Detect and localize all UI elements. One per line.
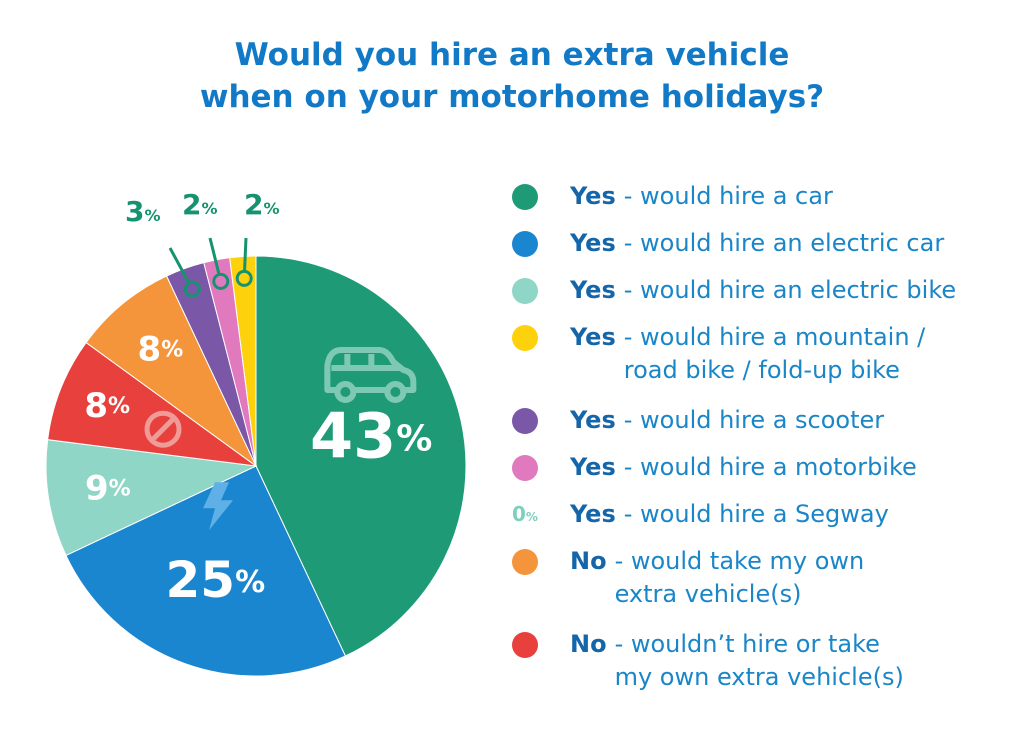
pie-slice: [65, 465, 347, 677]
slice-label: 43%: [310, 399, 432, 472]
pie-slice: [85, 275, 257, 467]
legend-answer: Yes: [570, 229, 616, 257]
legend-answer: No: [570, 630, 607, 658]
slice-label: 25%: [166, 550, 266, 608]
legend-item: No - wouldn’t hire or take my own extra v…: [512, 628, 904, 694]
legend-text: - would hire a motorbike: [623, 453, 917, 481]
legend-swatch: [512, 549, 538, 575]
legend-item: Yes - would hire a scooter: [512, 404, 884, 437]
legend-answer: Yes: [570, 406, 616, 434]
legend-item: Yes - would hire a car: [512, 180, 833, 213]
legend-swatch: [512, 184, 538, 210]
legend-swatch: [512, 278, 538, 304]
slice-label: 9%: [85, 468, 131, 508]
legend-text: - would hire a Segway: [623, 500, 889, 528]
legend-item: 0% Yes - would hire a Segway: [512, 498, 889, 534]
callout-label: 2%: [244, 188, 280, 221]
callout-dot: [183, 280, 201, 298]
callout-dot: [212, 272, 230, 290]
legend-text: - would hire a scooter: [623, 406, 885, 434]
pie-slice: [45, 439, 258, 557]
legend-answer: No: [570, 547, 607, 575]
legend-zero-value: 0%: [512, 502, 538, 526]
lightning-icon: [203, 482, 234, 531]
legend-swatch: [512, 408, 538, 434]
pie-slice: [47, 341, 257, 467]
legend-text: - would hire a mountain / road bike / fo…: [623, 323, 926, 384]
callout-dot: [235, 269, 253, 287]
callout-label: 2%: [182, 188, 218, 221]
legend-text: - would take my own extra vehicle(s): [614, 547, 865, 608]
legend-item: No - would take my own extra vehicle(s): [512, 545, 864, 611]
legend-answer: Yes: [570, 323, 616, 351]
title-line-2: when on your motorhome holidays?: [199, 79, 825, 115]
legend-item: Yes - would hire a motorbike: [512, 451, 917, 484]
pie-slice: [229, 255, 257, 467]
legend-item: Yes - would hire an electric bike: [512, 274, 956, 307]
legend-swatch: [512, 231, 538, 257]
car-icon: [324, 347, 417, 404]
legend-swatch: [512, 325, 538, 351]
slice-label: 8%: [138, 329, 184, 369]
legend-text: - would hire an electric bike: [623, 276, 957, 304]
legend-swatch: [512, 632, 538, 658]
legend-answer: Yes: [570, 182, 616, 210]
no-entry-icon: [144, 410, 182, 448]
legend-answer: Yes: [570, 453, 616, 481]
legend-item: Yes - would hire a mountain / road bike /…: [512, 321, 925, 387]
callout-label: 3%: [125, 195, 161, 228]
pie-slice: [255, 255, 467, 657]
legend-swatch: [512, 455, 538, 481]
legend-text: - would hire an electric car: [623, 229, 945, 257]
title-line-1: Would you hire an extra vehicle: [234, 37, 790, 73]
slice-label: 8%: [84, 386, 130, 426]
legend-item: Yes - would hire an electric car: [512, 227, 944, 260]
chart-title: Would you hire an extra vehicle when on …: [0, 34, 1024, 118]
legend-answer: Yes: [570, 500, 616, 528]
legend-answer: Yes: [570, 276, 616, 304]
legend-text: - would hire a car: [623, 182, 833, 210]
legend-text: - wouldn’t hire or take my own extra veh…: [614, 630, 904, 691]
